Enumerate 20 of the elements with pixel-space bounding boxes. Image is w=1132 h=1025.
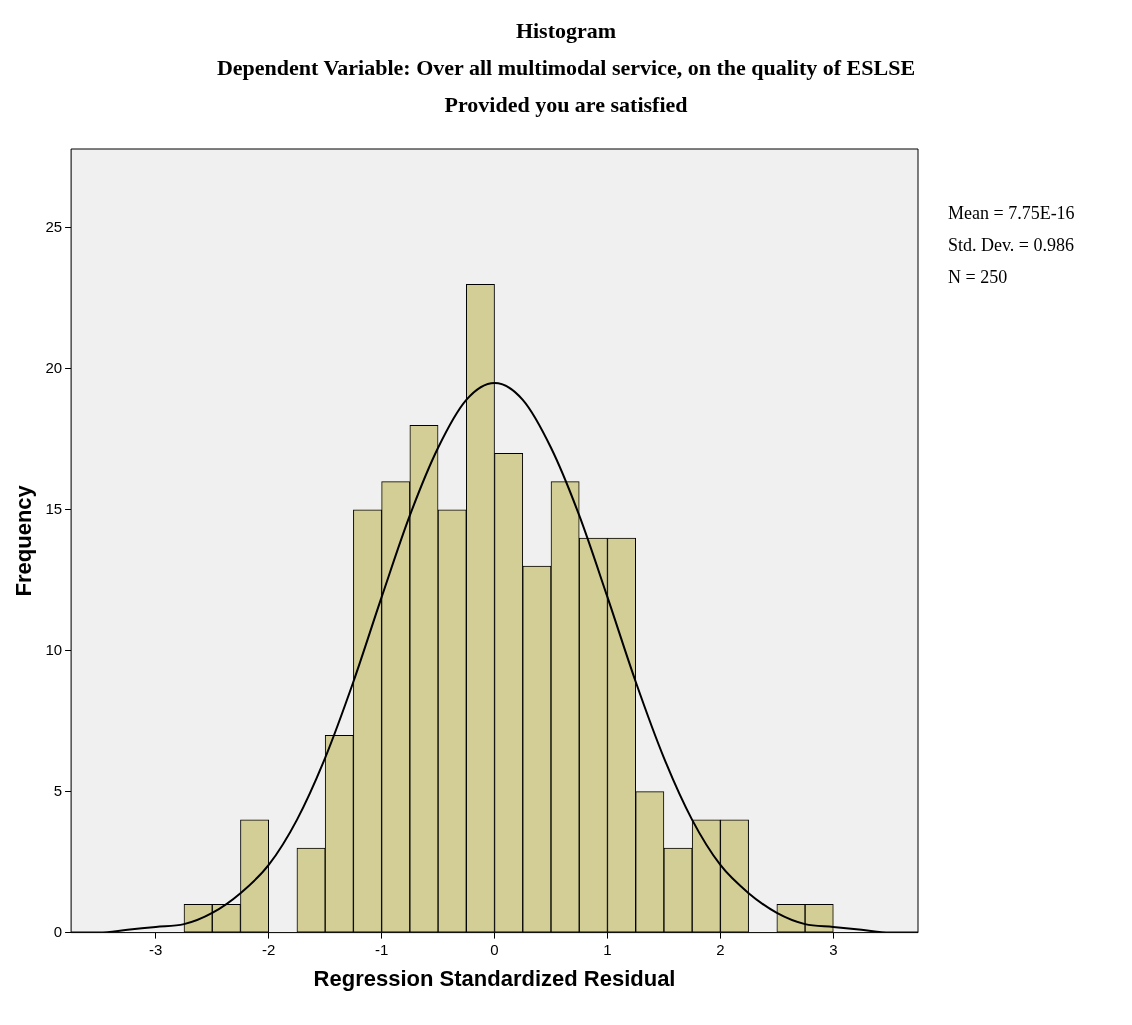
x-tick-label: -1 (374, 940, 389, 958)
x-tick-label: 1 (603, 940, 612, 958)
text: Std. Dev. = 0.986 (948, 234, 1075, 257)
y-tick-label: 0 (53, 922, 63, 940)
chart-subtitle: Dependent Variable: Over all multimodal service, on the quality of ESLSE Provided you are satisfied (215, 54, 917, 119)
text: N = 250 (948, 266, 1009, 289)
chart-title: Histogram (514, 17, 618, 45)
y-tick-label: 25 (45, 218, 63, 236)
y-tick-label: 15 (45, 499, 63, 517)
text: Mean = 7.75E-16 (948, 202, 1075, 225)
x-tick-label: -3 (149, 940, 163, 958)
y-tick-label: 10 (45, 640, 63, 658)
y-tick-label: 20 (45, 359, 63, 376)
x-tick-label: 0 (490, 940, 499, 958)
x-tick-label: 3 (829, 940, 838, 958)
x-tick-label: 2 (716, 940, 725, 958)
x-tick-label: -2 (262, 940, 276, 958)
y-axis-title: Frequency (11, 484, 37, 597)
y-tick-label: 5 (53, 781, 63, 799)
x-axis-title: Regression Standardized Residual (313, 965, 676, 991)
